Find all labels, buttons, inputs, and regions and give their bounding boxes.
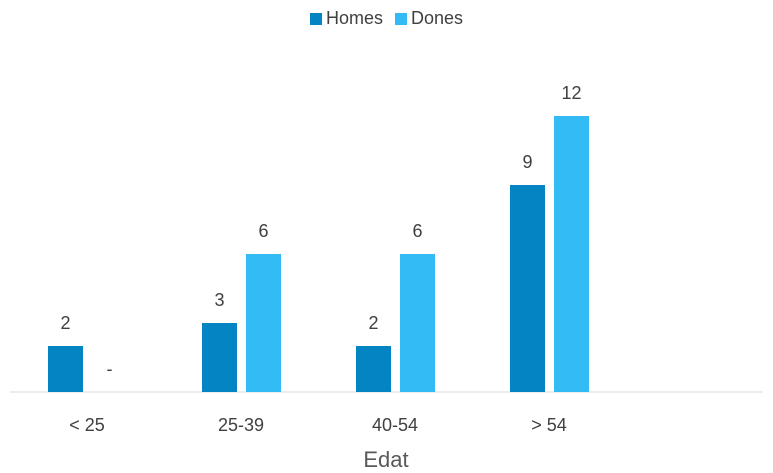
data-label-dones-1: 6 [258,221,268,241]
legend-item-homes: Homes [309,8,383,29]
legend-label-homes: Homes [325,8,383,28]
bar-dones-3 [554,116,589,392]
bar-homes-1 [202,323,237,392]
bar-homes-2 [356,346,391,392]
data-label-homes-2: 2 [368,313,378,333]
data-label-homes-0: 2 [60,313,70,333]
bar-homes-3 [510,185,545,392]
x-tick-label-1: 25-39 [218,415,264,435]
data-label-dones-0: - [107,359,113,379]
x-tick-label-3: > 54 [531,415,567,435]
legend-label-dones: Dones [410,8,464,28]
legend-swatch-dones [394,12,407,25]
legend: Homes Dones [0,8,773,29]
legend-item-dones: Dones [394,8,464,29]
data-label-dones-3: 12 [561,83,581,103]
bar-dones-1 [246,254,281,392]
legend-swatch-homes [309,12,322,25]
data-label-homes-3: 9 [522,152,532,172]
x-axis-title: Edat [363,447,408,472]
data-label-homes-1: 3 [214,290,224,310]
x-tick-label-2: 40-54 [372,415,418,435]
bar-dones-2 [400,254,435,392]
data-label-dones-2: 6 [412,221,422,241]
x-tick-label-0: < 25 [69,415,105,435]
bar-homes-0 [48,346,83,392]
